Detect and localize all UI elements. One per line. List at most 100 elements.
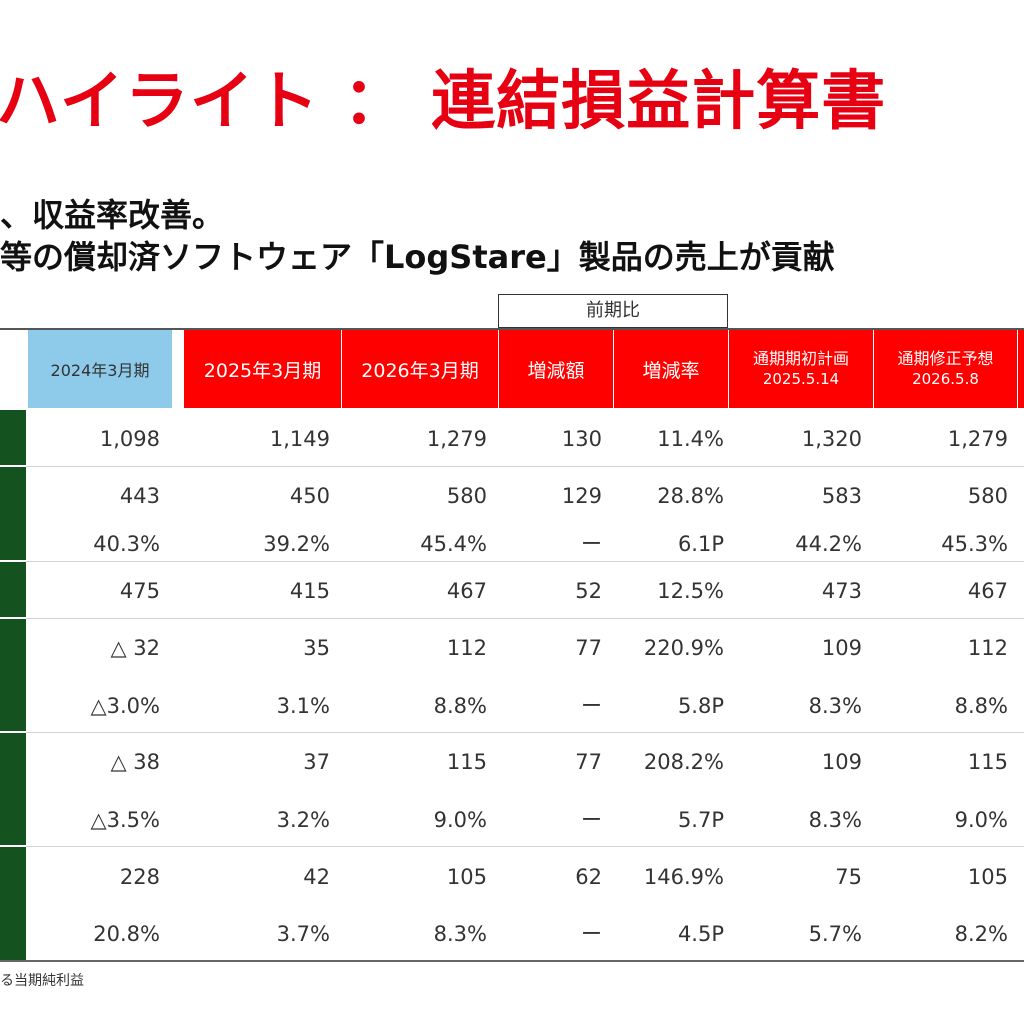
table-cell: 1,320 <box>801 427 862 451</box>
row-separator <box>26 732 1024 733</box>
row-separator <box>26 846 1024 847</box>
table-cell: 77 <box>575 750 602 774</box>
table-cell: 105 <box>967 865 1008 889</box>
table-cell: △ 32 <box>110 636 160 660</box>
table-cell: 105 <box>446 865 487 889</box>
table-cell: 473 <box>821 579 862 603</box>
row-label-block <box>0 562 26 617</box>
table-cell: ー <box>581 922 602 946</box>
row-label-block <box>0 619 26 731</box>
header-initial-plan: 通期期初計画 2025.5.14 <box>729 330 874 408</box>
table-cell: 1,149 <box>269 427 330 451</box>
header-change-amount: 増減額 <box>499 330 614 408</box>
table-cell: 208.2% <box>643 750 724 774</box>
footnote: る当期純利益 <box>0 973 84 989</box>
period-compare-label: 前期比 <box>498 294 728 328</box>
table-cell: 45.4% <box>420 532 487 556</box>
table-cell: 220.9% <box>643 636 724 660</box>
table-cell: 8.8% <box>954 694 1008 718</box>
table-cell: 6.1P <box>677 532 724 556</box>
header-change-rate: 増減率 <box>614 330 729 408</box>
table-cell: 115 <box>446 750 487 774</box>
table-bottom-border <box>0 960 1024 962</box>
table-cell: 129 <box>561 484 602 508</box>
table-cell: 5.7P <box>677 808 724 832</box>
table-cell: 11.4% <box>657 427 724 451</box>
table-cell: 1,279 <box>947 427 1008 451</box>
table-cell: 8.8% <box>433 694 487 718</box>
header-revised-forecast-date: 2026.5.8 <box>912 370 979 388</box>
table-top-border <box>0 328 1024 330</box>
table-cell: 77 <box>575 636 602 660</box>
table-cell: 467 <box>967 579 1008 603</box>
table-cell: 12.5% <box>657 579 724 603</box>
table-cell: 467 <box>446 579 487 603</box>
table-cell: 5.8P <box>677 694 724 718</box>
table-cell: 1,098 <box>99 427 160 451</box>
table-cell: 75 <box>835 865 862 889</box>
header-initial-plan-date: 2025.5.14 <box>762 370 840 388</box>
table-cell: 8.3% <box>808 694 862 718</box>
table-cell: ー <box>581 808 602 832</box>
table-cell: △ 38 <box>110 750 160 774</box>
table-cell: △3.0% <box>90 694 160 718</box>
table-cell: 109 <box>821 750 862 774</box>
header-fy2025: 2025年3月期 <box>184 330 342 408</box>
table-cell: 3.1% <box>276 694 330 718</box>
header-revised-forecast-label: 通期修正予想 <box>897 349 994 368</box>
table-cell: 5.7% <box>808 922 862 946</box>
subtitle-line-1: 、収益率改善。 <box>0 196 225 234</box>
table-cell: 580 <box>967 484 1008 508</box>
table-cell: 115 <box>967 750 1008 774</box>
table-cell: 8.2% <box>954 922 1008 946</box>
table-cell: 9.0% <box>433 808 487 832</box>
table-cell: 8.3% <box>808 808 862 832</box>
table-cell: 20.8% <box>93 922 160 946</box>
row-separator <box>26 466 1024 467</box>
table-cell: 4.5P <box>677 922 724 946</box>
table-cell: 583 <box>821 484 862 508</box>
table-cell: 443 <box>119 484 160 508</box>
table-cell: 52 <box>575 579 602 603</box>
table-cell: △3.5% <box>90 808 160 832</box>
table-cell: 35 <box>303 636 330 660</box>
table-cell: 3.7% <box>276 922 330 946</box>
row-label-block <box>0 467 26 560</box>
table-cell: 112 <box>967 636 1008 660</box>
table-cell: 8.3% <box>433 922 487 946</box>
table-cell: 580 <box>446 484 487 508</box>
table-cell: 9.0% <box>954 808 1008 832</box>
page-title: ハイライト ： 連結損益計算書 <box>0 65 887 139</box>
header-fy2024: 2024年3月期 <box>28 330 172 408</box>
row-label-block <box>0 847 26 960</box>
table-cell: 45.3% <box>941 532 1008 556</box>
table-cell: 44.2% <box>795 532 862 556</box>
subtitle-line-2: 等の償却済ソフトウェア「LogStare」製品の売上が貢献 <box>0 238 835 276</box>
row-label-block <box>0 410 26 465</box>
table-cell: 112 <box>446 636 487 660</box>
header-overflow-edge <box>1018 330 1024 408</box>
table-cell: 3.2% <box>276 808 330 832</box>
table-cell: 475 <box>119 579 160 603</box>
table-cell: 130 <box>561 427 602 451</box>
table-cell: 62 <box>575 865 602 889</box>
table-cell: 415 <box>289 579 330 603</box>
table-cell: ー <box>581 694 602 718</box>
header-fy2026: 2026年3月期 <box>342 330 499 408</box>
table-cell: 40.3% <box>93 532 160 556</box>
row-separator <box>26 618 1024 619</box>
table-cell: 146.9% <box>643 865 724 889</box>
row-label-block <box>0 733 26 845</box>
table-cell: ー <box>581 532 602 556</box>
table-cell: 42 <box>303 865 330 889</box>
table-cell: 1,279 <box>426 427 487 451</box>
header-revised-forecast: 通期修正予想 2026.5.8 <box>874 330 1018 408</box>
table-cell: 39.2% <box>263 532 330 556</box>
header-initial-plan-label: 通期期初計画 <box>752 349 849 368</box>
table-cell: 450 <box>289 484 330 508</box>
row-separator <box>26 561 1024 562</box>
table-cell: 228 <box>119 865 160 889</box>
table-cell: 109 <box>821 636 862 660</box>
table-cell: 28.8% <box>657 484 724 508</box>
table-cell: 37 <box>303 750 330 774</box>
